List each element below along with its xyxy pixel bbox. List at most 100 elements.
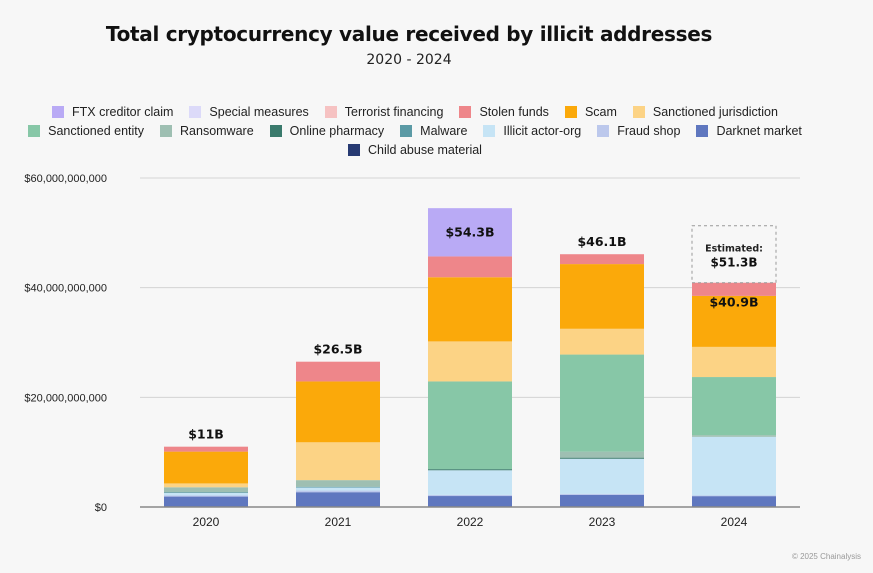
y-tick-label: $60,000,000,000 [24,173,107,185]
bar-segment-ransomware-2021 [296,480,380,487]
bar-segment-illicit-actor-org-2020 [164,492,248,496]
bar-segment-ransomware-2024 [692,435,776,437]
bar-segment-illicit-actor-org-2023 [560,458,644,494]
bar-segment-malware-2020 [164,492,248,493]
bar-segment-sanctioned-jurisdiction-2022 [428,341,512,382]
bar-segment-scam-2020 [164,451,248,484]
estimate-box [691,225,777,284]
x-tick-label: 2022 [457,515,484,529]
bar-segment-scam-2023 [560,264,644,329]
legend-item-sanctioned-entity: Sanctioned entity [28,123,144,138]
bar-segment-scam-2021 [296,381,380,443]
bar-segment-ftx-creditor-claim-2022 [428,208,512,257]
legend-label: Darknet market [716,123,802,138]
bar-segment-darknet-market-2023 [560,494,644,507]
estimate-label: Estimated: [705,244,763,255]
legend-label: Special measures [209,104,309,119]
legend-item-child-abuse-material: Child abuse material [348,142,482,157]
bar-segment-sanctioned-entity-2023 [560,354,644,452]
bar-segment-stolen-funds-2021 [296,361,380,382]
bar-segment-darknet-market-2021 [296,492,380,507]
legend-item-malware: Malware [400,123,467,138]
legend-swatch [564,105,577,118]
legend-label: Stolen funds [479,104,549,119]
legend-item-ransomware: Ransomware [160,123,254,138]
legend-swatch [269,124,282,137]
bar-segment-online-pharmacy-2022 [428,469,512,471]
legend-item-stolen-funds: Stolen funds [459,104,549,119]
legend-swatch [348,143,361,156]
bar-segment-online-pharmacy-2023 [560,457,644,459]
y-tick-label: $40,000,000,000 [24,283,107,295]
legend-swatch [28,124,41,137]
bar-segment-sanctioned-entity-2022 [428,381,512,470]
legend-swatch [189,105,202,118]
legend-label: Malware [420,123,468,138]
bar-segment-ransomware-2020 [164,487,248,493]
bar-segment-fraud-shop-2023 [560,493,644,495]
bar-segment-fraud-shop-2020 [164,495,248,497]
x-tick-label: 2023 [589,515,616,529]
bar-segment-stolen-funds-2023 [560,254,644,265]
legend-label: FTX creditor claim [72,104,174,119]
legend-label: Ransomware [180,123,254,138]
legend-swatch [483,124,496,137]
legend-swatch [696,124,709,137]
bar-segment-illicit-actor-org-2022 [428,470,512,495]
legend-item-sanctioned-jurisdiction: Sanctioned jurisdiction [632,104,778,119]
bar-segment-sanctioned-jurisdiction-2024 [692,346,776,378]
bar-segment-fraud-shop-2024 [692,495,776,497]
legend-item-ftx-creditor-claim: FTX creditor claim [52,104,173,119]
bar-segment-ransomware-2023 [560,451,644,458]
legend-swatch [632,105,645,118]
legend-swatch [597,124,610,137]
y-tick-label: $0 [95,502,107,514]
bar-segment-stolen-funds-2020 [164,446,248,452]
total-label-2021: $26.5B [313,342,362,357]
bar-segment-stolen-funds-2022 [428,256,512,278]
legend-label: Scam [584,104,617,119]
bar-segment-sanctioned-jurisdiction-2023 [560,328,644,355]
bar-segment-malware-2021 [296,486,380,488]
bar-segment-darknet-market-2024 [692,496,776,507]
legend-label: Illicit actor-org [503,123,582,138]
legend-item-online-pharmacy: Online pharmacy [269,123,385,138]
bar-segment-stolen-funds-2024 [692,282,776,296]
total-label-2020: $11B [188,427,224,442]
chart-subtitle: 2020 - 2024 [366,52,452,68]
legend-swatch [400,124,413,137]
legend-item-special-measures: Special measures [189,104,309,119]
bar-segment-sanctioned-jurisdiction-2021 [296,442,380,481]
legend-label: Sanctioned jurisdiction [652,104,778,119]
bar-segment-scam-2024 [692,295,776,347]
y-tick-label: $20,000,000,000 [24,392,107,404]
legend-label: Online pharmacy [289,123,385,138]
bar-segment-illicit-actor-org-2021 [296,487,380,491]
legend-swatch [160,124,173,137]
legend-label: Terrorist financing [344,104,444,119]
legend-item-fraud-shop: Fraud shop [597,123,680,138]
bar-segment-sanctioned-entity-2024 [692,377,776,436]
copyright: © 2025 Chainalysis [791,552,861,561]
legend-item-terrorist-financing: Terrorist financing [324,104,444,119]
legend-swatch [324,105,337,118]
bar-segment-fraud-shop-2022 [428,494,512,497]
bar-segment-illicit-actor-org-2024 [692,436,776,496]
legend-item-scam: Scam [564,104,617,119]
bar-segment-scam-2022 [428,277,512,342]
total-label-2022: $54.3B [445,224,494,239]
legend-label: Child abuse material [368,142,482,157]
chart-title: Total cryptocurrency value received by i… [105,22,713,46]
bar-segment-fraud-shop-2021 [296,490,380,493]
x-tick-label: 2020 [193,515,220,529]
bar-segment-darknet-market-2020 [164,496,248,507]
legend-swatch [459,105,472,118]
x-tick-label: 2024 [721,515,748,529]
bar-segment-darknet-market-2022 [428,496,512,507]
estimate-value: $51.3B [710,256,757,270]
total-label-2024: $40.9B [709,295,758,310]
x-tick-label: 2021 [325,515,352,529]
legend-label: Sanctioned entity [48,123,145,138]
total-label-2023: $46.1B [577,234,626,249]
